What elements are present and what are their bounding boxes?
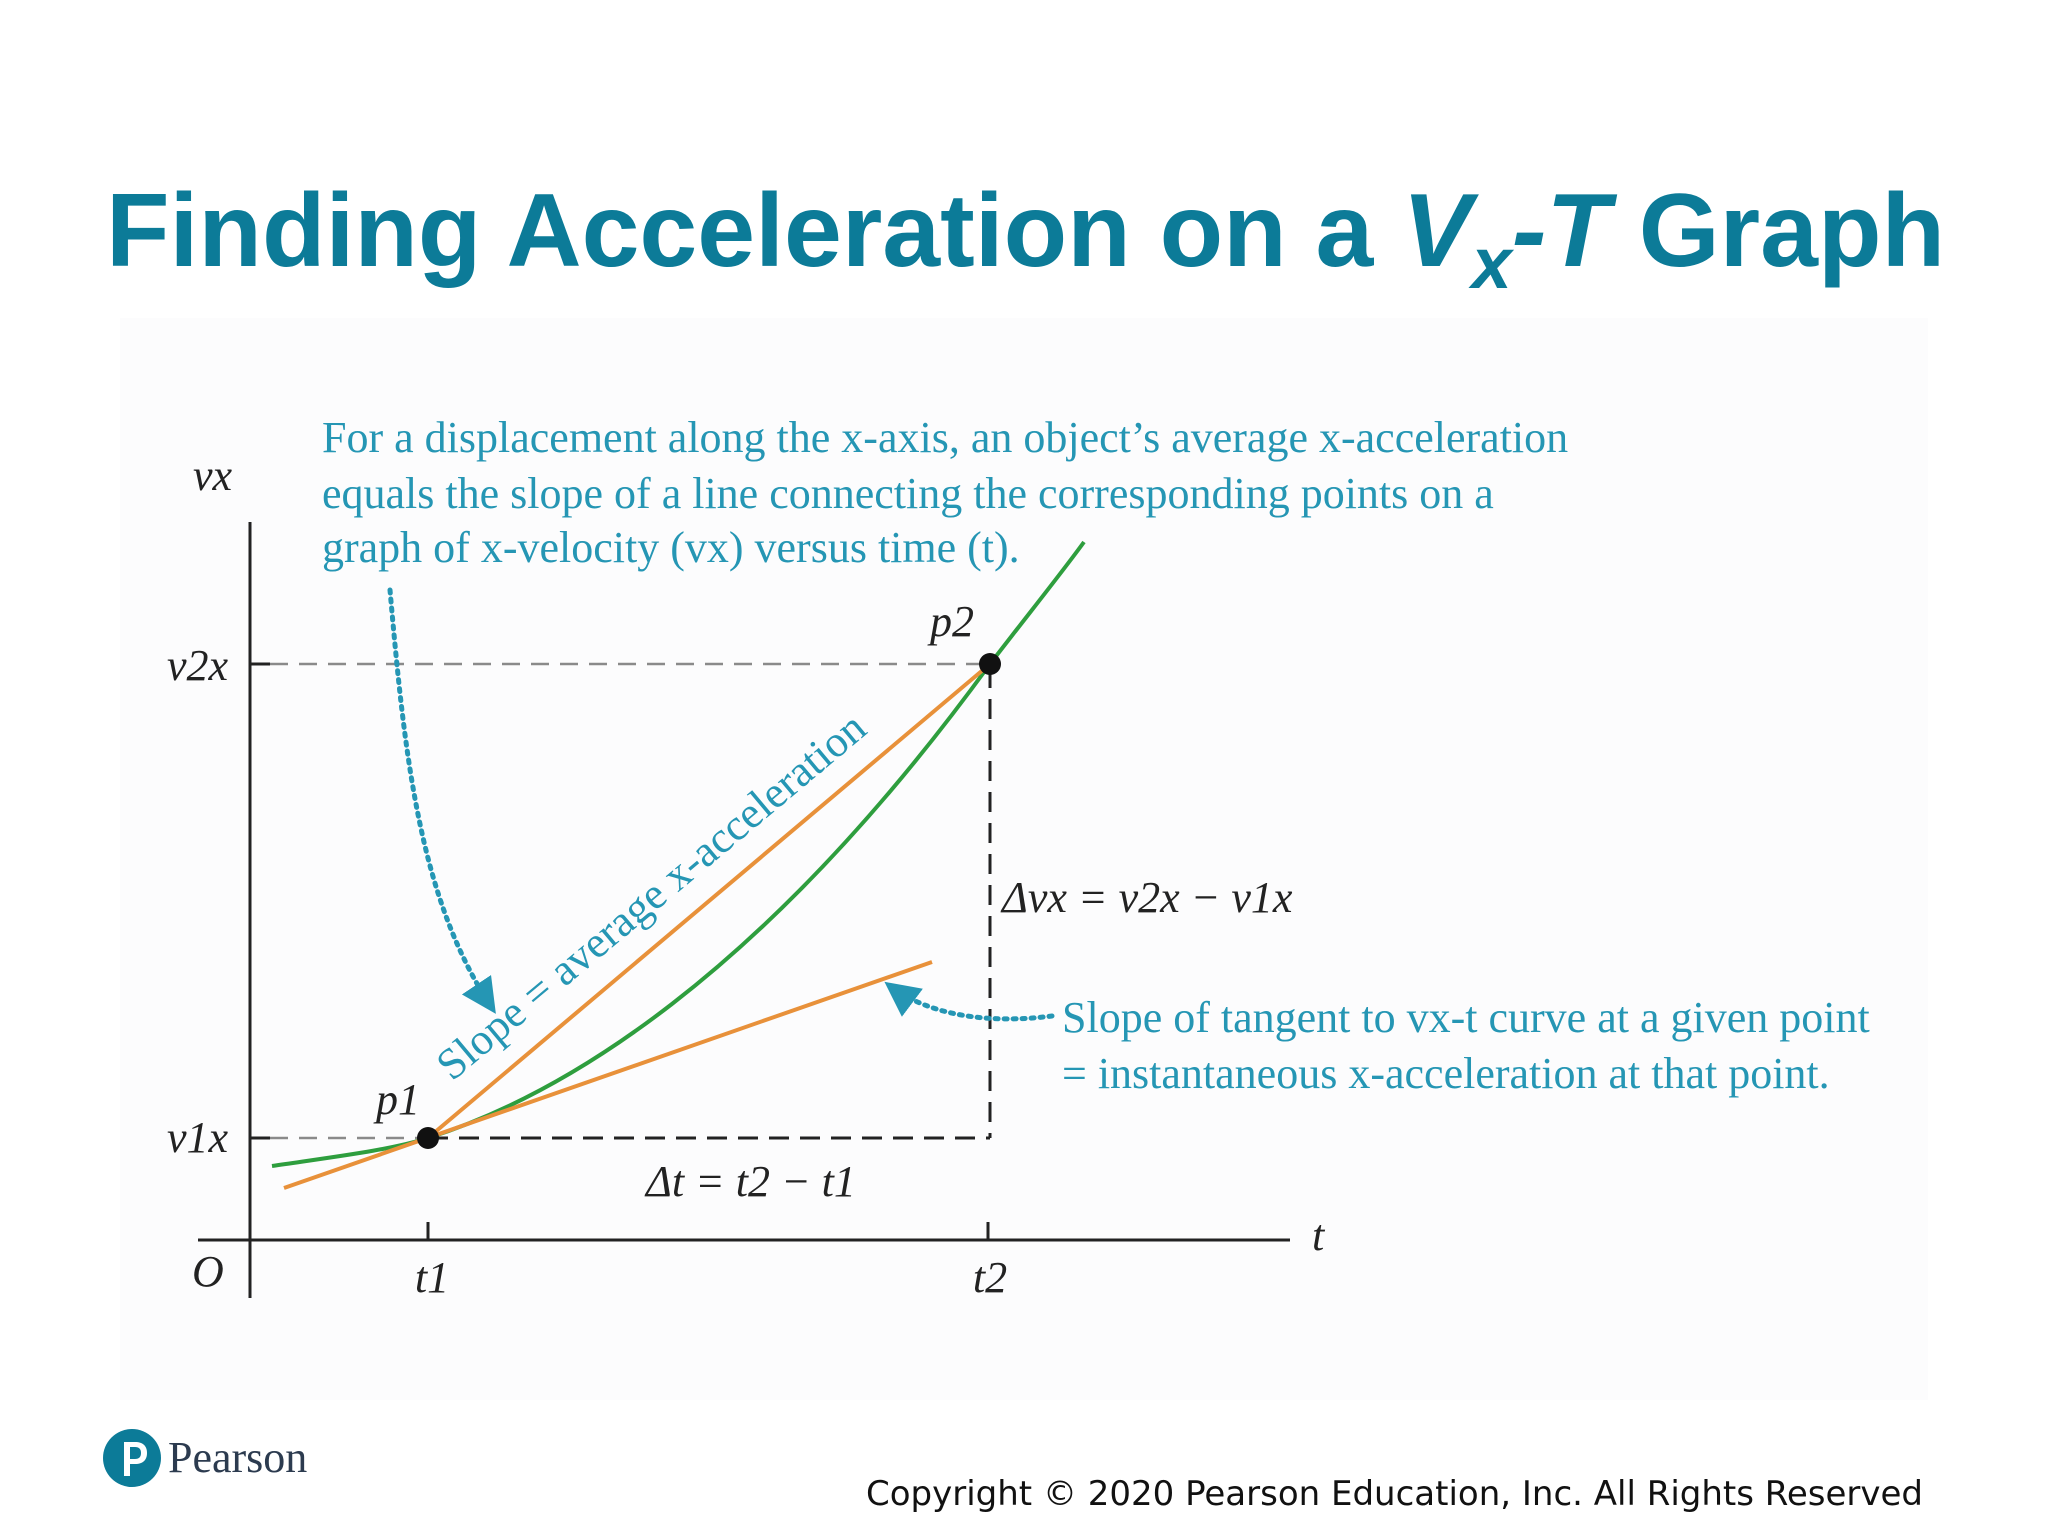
v1x-label: v1x bbox=[167, 1113, 229, 1162]
pearson-logo-icon bbox=[103, 1429, 161, 1487]
p2-label: p2 bbox=[927, 597, 974, 646]
point-p1 bbox=[417, 1127, 439, 1149]
caption-right-arrow bbox=[884, 981, 1055, 1022]
copyright-notice: Copyright © 2020 Pearson Education, Inc.… bbox=[866, 1474, 1924, 1514]
point-p2 bbox=[979, 653, 1001, 675]
pearson-logo-text: Pearson bbox=[168, 1433, 308, 1482]
origin-label: O bbox=[192, 1247, 224, 1296]
figure-panel bbox=[120, 318, 1928, 1400]
caption-right-line-2: = instantaneous x-acceleration at that p… bbox=[1062, 1049, 1830, 1098]
secant-line bbox=[426, 662, 992, 1140]
slide-title: Finding Acceleration on a Vx-T Graph bbox=[106, 173, 1946, 304]
caption-top-arrow bbox=[387, 587, 496, 1014]
y-axis-label: vx bbox=[193, 451, 233, 500]
delta-t-label: Δt = t2 − t1 bbox=[644, 1157, 856, 1206]
secant-label: Slope = average x-acceleration bbox=[427, 702, 875, 1089]
caption-top-line-3: graph of x-velocity (vx) versus time (t)… bbox=[322, 523, 1020, 572]
caption-top-line-2: equals the slope of a line connecting th… bbox=[322, 469, 1494, 518]
p1-label: p1 bbox=[373, 1075, 420, 1124]
t1-label: t1 bbox=[415, 1253, 449, 1302]
v2x-label: v2x bbox=[167, 641, 229, 690]
caption-top-line-1: For a displacement along the x-axis, an … bbox=[322, 413, 1568, 462]
caption-right-line-1: Slope of tangent to vx-t curve at a give… bbox=[1062, 993, 1870, 1042]
velocity-curve bbox=[271, 540, 1086, 1168]
x-axis-label: t bbox=[1312, 1211, 1326, 1260]
delta-v-label: Δvx = v2x − v1x bbox=[1000, 873, 1293, 922]
t2-label: t2 bbox=[973, 1253, 1007, 1302]
tangent-line bbox=[283, 960, 933, 1190]
